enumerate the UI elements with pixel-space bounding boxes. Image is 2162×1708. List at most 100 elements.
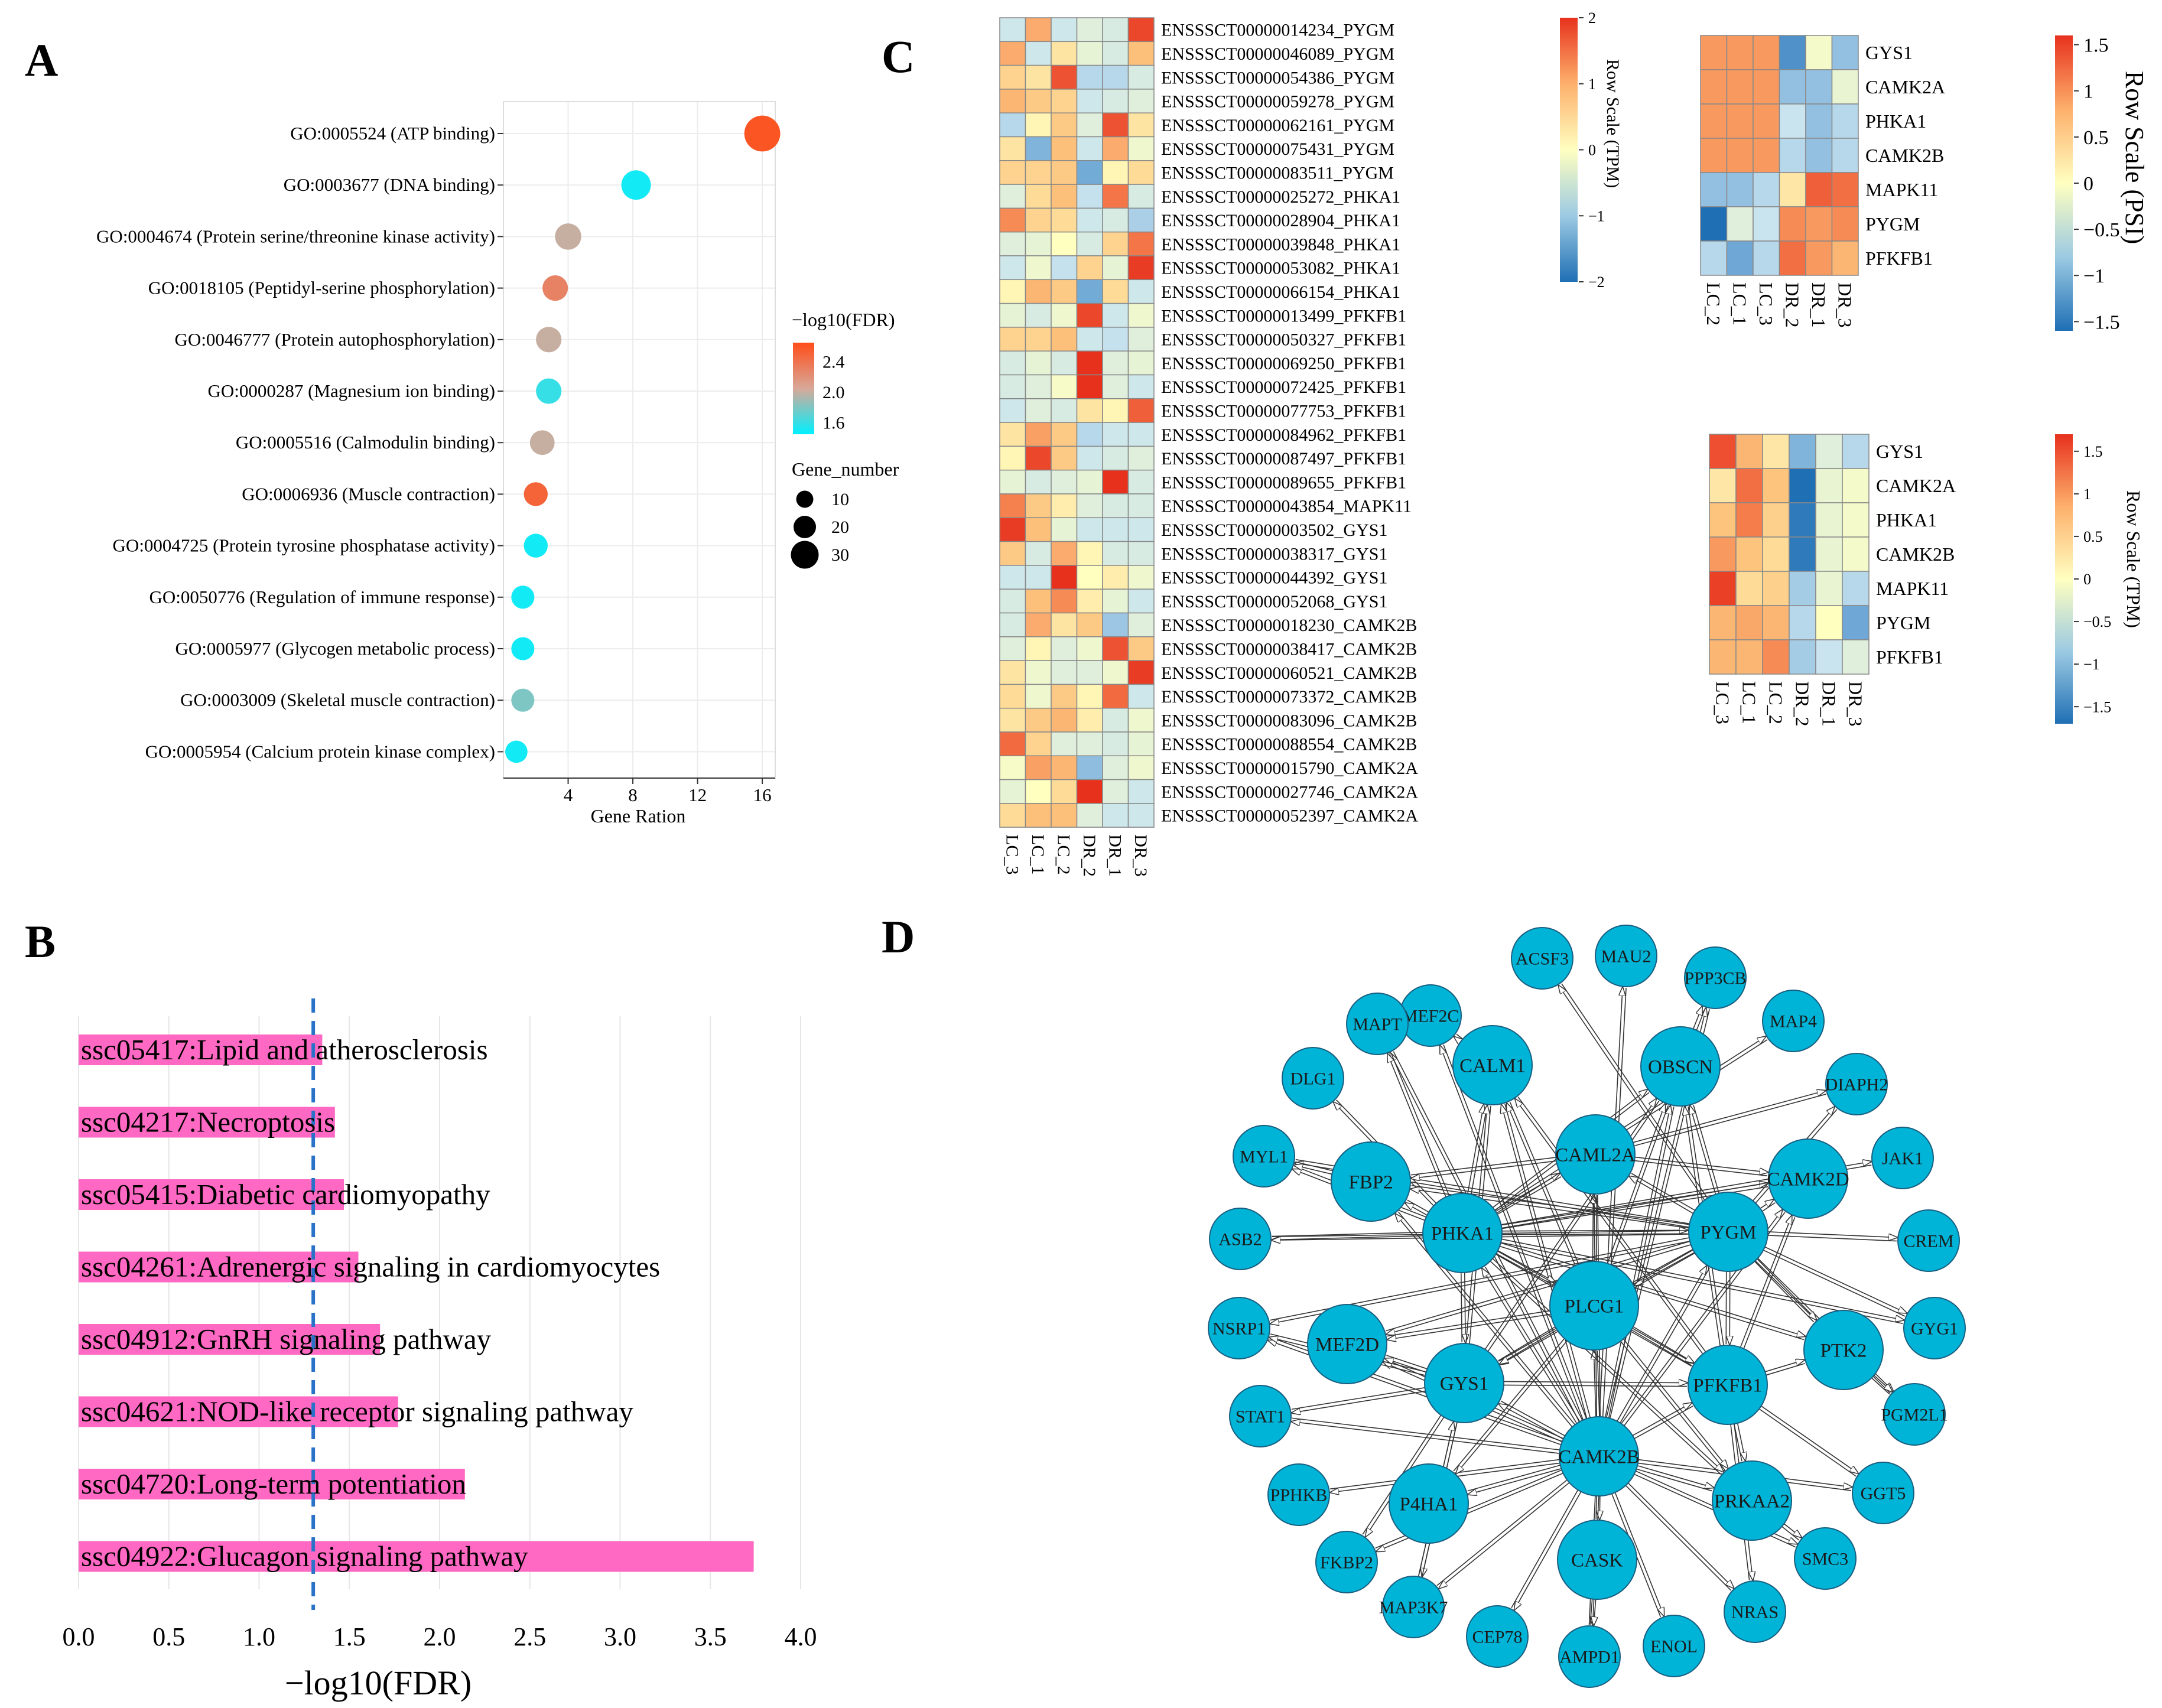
heatmap-cell	[1102, 160, 1129, 185]
pathway-label: ssc04621:NOD-like receptor signaling pat…	[81, 1395, 633, 1428]
heatmap-cell	[1025, 422, 1052, 447]
heatmap-cell	[1805, 103, 1833, 139]
network-edge	[1631, 1173, 1696, 1211]
network-edge	[1501, 1105, 1588, 1419]
legend-tick-label: −1.5	[2083, 311, 2120, 333]
heatmap-cell	[1025, 184, 1052, 209]
network-edge	[1634, 1094, 1826, 1147]
network-node	[1883, 1383, 1946, 1446]
heatmap-cell	[1815, 502, 1843, 538]
term-label: GO:0005516 (Calmodulin binding)	[236, 432, 495, 453]
network-edge	[1631, 1329, 1692, 1367]
heatmap-cell	[1842, 468, 1870, 503]
size-legend-dot	[794, 516, 816, 538]
term-dot	[524, 533, 548, 558]
heatmap-cell	[999, 160, 1026, 185]
network-edge	[1625, 1485, 1732, 1591]
heatmap-cell	[1709, 639, 1737, 675]
heatmap-cell	[1076, 160, 1103, 185]
network-node-label: CAMK2B	[1558, 1447, 1640, 1468]
network-edge	[1623, 1338, 1728, 1468]
heatmap-row-label: ENSSSCT00000054386_PYGM	[1161, 68, 1394, 87]
heatmap-cell	[1051, 255, 1078, 281]
network-edge	[1595, 1495, 1597, 1519]
heatmap-row-label: PFKFB1	[1865, 248, 1933, 269]
heatmap-cell	[1076, 469, 1103, 494]
network-edge	[1610, 1105, 1669, 1265]
heatmap-cell	[1076, 755, 1103, 780]
heatmap-cell	[999, 684, 1026, 709]
network-node	[1595, 925, 1657, 987]
network-edge	[1768, 1231, 1897, 1238]
heatmap-cell	[1076, 493, 1103, 519]
network-edge	[1453, 1338, 1565, 1472]
network-edge	[1514, 1491, 1582, 1610]
heatmap-cell	[1127, 160, 1155, 185]
network-edge	[1436, 1479, 1568, 1586]
network-node	[1852, 1462, 1914, 1524]
network-edge	[1386, 1241, 1690, 1332]
heatmap-row-label: ENSSSCT00000013499_PFKFB1	[1161, 306, 1406, 326]
legend-tick-label: 0	[1588, 142, 1596, 159]
network-node	[1229, 1385, 1292, 1447]
heatmap-cell	[1076, 731, 1103, 757]
heatmap-cell	[1700, 172, 1728, 207]
heatmap-cell	[1805, 138, 1833, 173]
term-label: GO:0005524 (ATP binding)	[290, 123, 495, 144]
network-edge	[1608, 1106, 1675, 1419]
network-node	[1643, 1615, 1705, 1677]
term-label: GO:0004725 (Protein tyrosine phosphatase…	[113, 535, 495, 556]
heatmap-cell	[1051, 279, 1078, 304]
network-edge	[1377, 1472, 1563, 1551]
network-node-label: MAU2	[1601, 947, 1651, 967]
network-node-label: DIAPH2	[1825, 1075, 1888, 1095]
heatmap-cell	[1051, 64, 1078, 90]
term-dot	[529, 430, 555, 456]
heatmap-cell	[1102, 136, 1129, 161]
network-node-label: PRKAA2	[1714, 1491, 1790, 1512]
heatmap-cell	[1753, 35, 1780, 70]
heatmap-row-label: ENSSSCT00000014234_PYGM	[1161, 21, 1394, 40]
heatmap-cell	[1025, 803, 1052, 828]
pathway-bar	[79, 1179, 344, 1210]
heatmap-row-label: CAMK2B	[1876, 544, 1955, 565]
heatmap-cell	[999, 445, 1026, 471]
heatmap-cell	[1025, 660, 1052, 685]
network-edge	[1634, 1406, 1693, 1439]
panel-label-c: C	[882, 31, 915, 82]
legend-tick-label: −1.5	[2083, 698, 2111, 715]
heatmap-row-label: ENSSSCT00000087497_PFKFB1	[1161, 449, 1406, 469]
x-tick-label: 8	[628, 785, 638, 805]
heatmap-cell	[1789, 536, 1816, 572]
x-axis-label: Gene Ration	[591, 805, 686, 827]
heatmap-row-label: ENSSSCT00000027746_CAMK2A	[1161, 782, 1418, 802]
network-node	[1452, 1025, 1533, 1105]
heatmap-cell	[1127, 184, 1155, 209]
network-node-label: PFKFB1	[1693, 1375, 1762, 1397]
heatmap-cell	[1076, 398, 1103, 423]
heatmap-left-legend-bar	[1560, 18, 1578, 282]
network-edge	[1456, 1033, 1464, 1040]
heatmap-cell	[1842, 536, 1870, 572]
network-node-label: MEF2D	[1315, 1335, 1379, 1356]
heatmap-cell	[1753, 206, 1780, 242]
legend-tick-label: 1	[2083, 81, 2093, 103]
network-edge	[1597, 1351, 1600, 1417]
term-dot	[621, 170, 651, 200]
heatmap-cell	[1779, 69, 1806, 105]
heatmap-row-label: ENSSSCT00000052068_GYS1	[1161, 592, 1387, 611]
color-legend-tick: 1.6	[822, 414, 845, 433]
network-node	[1389, 1463, 1469, 1544]
term-label: GO:0018105 (Peptidyl-serine phosphorylat…	[148, 278, 495, 298]
heatmap-cell	[1127, 207, 1155, 233]
network-edge	[1295, 1165, 1332, 1175]
network-node	[1208, 1297, 1270, 1359]
network-edge	[1594, 1599, 1595, 1625]
heatmap-row-label: PYGM	[1876, 612, 1930, 633]
heatmap-cell	[1051, 231, 1078, 256]
x-tick-label: 4	[564, 785, 573, 805]
heatmap-cell	[1076, 207, 1103, 233]
network-node	[1549, 1261, 1639, 1351]
network-node-label: CAMK2D	[1767, 1169, 1849, 1190]
heatmap-cell	[1709, 502, 1737, 538]
